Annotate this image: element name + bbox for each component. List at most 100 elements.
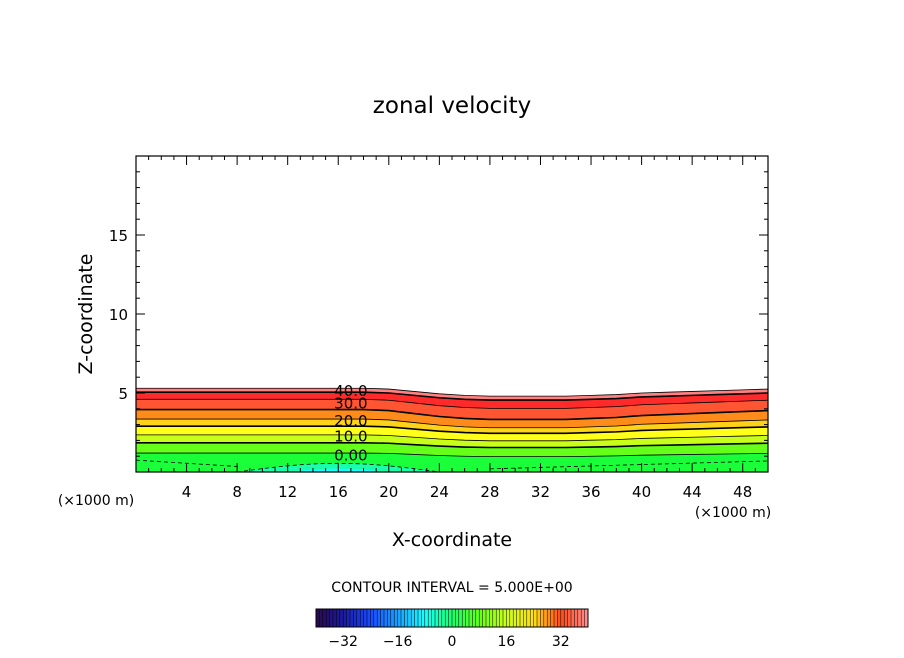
colorbar-tick-labels: −32 −16 0 16 32 (328, 634, 569, 650)
x-tick-label: 8 (232, 483, 242, 501)
x-tick-label: 48 (733, 483, 752, 501)
colorbar-segment (547, 609, 551, 627)
isoline (136, 408, 769, 421)
colorbar-segment (384, 609, 388, 627)
contour-label: 30.0 (334, 394, 367, 412)
colorbar-segment (574, 609, 579, 627)
colorbar-segment (486, 609, 490, 627)
colorbar-segment (394, 609, 398, 627)
colorbar-segment (475, 609, 480, 627)
band-u40 (136, 388, 768, 401)
colorbar-tick-label: −32 (328, 634, 358, 650)
band-u25 (136, 409, 768, 428)
colorbar-segment (526, 609, 531, 627)
colorbar-segment (316, 609, 320, 627)
colorbar-segment (418, 609, 422, 627)
colorbar-segment (472, 609, 477, 627)
x-tick-label: 28 (480, 483, 499, 501)
x-tick-label: 4 (182, 483, 192, 501)
colorbar (315, 608, 589, 628)
x-tick-label: 40 (632, 483, 651, 501)
colorbar-segment (404, 609, 409, 627)
colorbar-segment (438, 609, 443, 627)
band-u5 (136, 442, 768, 457)
isoline (136, 452, 769, 457)
y-tick-label: 10 (109, 306, 128, 324)
contour-label: 20.0 (334, 412, 367, 430)
colorbar-segment (435, 609, 439, 627)
colorbar-segment (336, 609, 341, 627)
colorbar-segment (455, 609, 460, 627)
contour-label: 0.00 (334, 447, 367, 465)
colorbar-tick-label: 32 (552, 634, 570, 650)
colorbar-segment (452, 609, 456, 627)
colorbar-segment (530, 609, 534, 627)
colorbar-segment (431, 609, 436, 627)
colorbar-segment (557, 609, 562, 627)
colorbar-segment (350, 609, 354, 627)
colorbar-segment (370, 609, 375, 627)
x-tick-label: 24 (430, 483, 449, 501)
colorbar-segment (421, 609, 426, 627)
x-axis-label: X-coordinate (392, 529, 512, 551)
colorbar-segment (564, 609, 568, 627)
colorbar-segment (407, 609, 412, 627)
colorbar-segment (506, 609, 511, 627)
colorbar-segment (319, 609, 324, 627)
colorbar-segment (326, 609, 330, 627)
isoline (136, 441, 769, 449)
colorbar-segment (503, 609, 507, 627)
colorbar-segment (322, 609, 327, 627)
colorbar-segment (411, 609, 415, 627)
colorbar-segment (499, 609, 504, 627)
colorbar-segment (554, 609, 558, 627)
colorbar-segment (540, 609, 545, 627)
colorbar-segment (520, 609, 524, 627)
y-tick-label: 15 (109, 227, 128, 245)
colorbar-segment (397, 609, 402, 627)
contour-labels: 40.030.020.010.00.00 (334, 382, 367, 465)
colorbar-segment (363, 609, 368, 627)
colorbar-segment (377, 609, 381, 627)
colorbar-segment (543, 609, 548, 627)
isoline (136, 398, 769, 409)
x-tick-label: 44 (683, 483, 702, 501)
contour-label: 10.0 (334, 428, 367, 446)
y-axis-label: Z-coordinate (75, 254, 97, 375)
colorbar-segment (346, 609, 351, 627)
x-tick-label: 36 (581, 483, 600, 501)
x-tick-label: 32 (531, 483, 550, 501)
colorbar-segment (581, 609, 585, 627)
x-tick-label: 20 (379, 483, 398, 501)
colorbar-segment (448, 609, 453, 627)
colorbar-segment (489, 609, 494, 627)
colorbar-segment (509, 609, 514, 627)
isoline-negative (489, 460, 769, 470)
colorbar-segment (356, 609, 361, 627)
isoline (136, 425, 769, 435)
colorbar-segment (353, 609, 358, 627)
colorbar-segment (387, 609, 392, 627)
colorbar-tick-label: −16 (383, 634, 413, 650)
colorbar-frame (315, 608, 589, 628)
colorbar-segment (380, 609, 385, 627)
colorbar-segment (513, 609, 517, 627)
contour-lines (135, 387, 769, 473)
colorbar-segment (479, 609, 483, 627)
colorbar-segment (492, 609, 497, 627)
chart-title: zonal velocity (373, 93, 531, 119)
colorbar-segment (343, 609, 347, 627)
colorbar-segment (560, 609, 565, 627)
colorbar-segment (329, 609, 334, 627)
x-tick-label: 12 (278, 483, 297, 501)
colorbar-segment (390, 609, 395, 627)
colorbar-segment (339, 609, 344, 627)
y-unit-label: (×1000 m) (58, 493, 134, 509)
colorbar-segment (367, 609, 371, 627)
colorbar-segment (482, 609, 487, 627)
colorbar-segment (469, 609, 473, 627)
colorbar-segment (550, 609, 555, 627)
colorbar-segment (428, 609, 432, 627)
colorbar-segment (401, 609, 405, 627)
